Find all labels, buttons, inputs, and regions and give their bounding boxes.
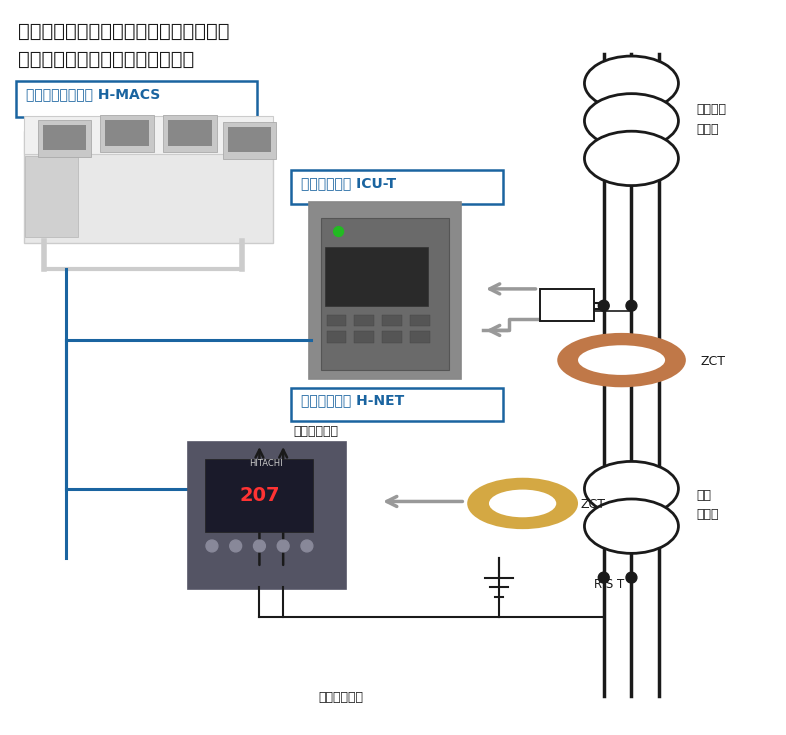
Circle shape (254, 540, 266, 552)
FancyBboxPatch shape (24, 131, 274, 243)
Text: R S T: R S T (594, 578, 624, 591)
FancyBboxPatch shape (410, 331, 430, 343)
FancyBboxPatch shape (205, 459, 313, 532)
FancyBboxPatch shape (354, 331, 374, 343)
Text: EVT: EVT (554, 294, 578, 306)
Ellipse shape (578, 345, 665, 375)
Text: 図：機器構成: 図：機器構成 (318, 692, 363, 704)
Ellipse shape (585, 499, 678, 553)
FancyBboxPatch shape (100, 115, 153, 152)
Circle shape (230, 540, 241, 552)
Circle shape (301, 540, 313, 552)
FancyBboxPatch shape (291, 388, 503, 421)
FancyBboxPatch shape (309, 202, 461, 379)
Circle shape (626, 301, 637, 311)
Text: 変圧器: 変圧器 (696, 509, 719, 521)
Ellipse shape (585, 56, 678, 110)
Text: ZCT: ZCT (700, 355, 725, 368)
Circle shape (626, 572, 637, 583)
Text: 低圧絶縁監視 H-NET: 低圧絶縁監視 H-NET (301, 394, 404, 408)
FancyBboxPatch shape (38, 120, 91, 157)
FancyBboxPatch shape (16, 82, 258, 117)
Text: 207: 207 (239, 486, 280, 505)
Ellipse shape (557, 333, 686, 387)
Text: 監視制御システム H-MACS: 監視制御システム H-MACS (26, 87, 160, 101)
Ellipse shape (467, 478, 578, 529)
Text: 計測ユニット: 計測ユニット (293, 426, 338, 438)
FancyBboxPatch shape (541, 289, 594, 320)
Text: 特別高圧: 特別高圧 (696, 103, 727, 116)
FancyBboxPatch shape (354, 315, 374, 326)
Circle shape (333, 226, 343, 237)
Text: 日立高圧・低圧絶縁監視システム導入で: 日立高圧・低圧絶縁監視システム導入で (18, 22, 230, 41)
FancyBboxPatch shape (382, 331, 402, 343)
Circle shape (277, 540, 289, 552)
FancyBboxPatch shape (410, 315, 430, 326)
Text: 高圧: 高圧 (696, 489, 712, 501)
FancyBboxPatch shape (321, 218, 450, 370)
Text: 変圧器: 変圧器 (696, 123, 719, 136)
FancyBboxPatch shape (168, 120, 212, 146)
FancyBboxPatch shape (188, 442, 346, 589)
FancyBboxPatch shape (25, 157, 79, 237)
FancyBboxPatch shape (228, 126, 271, 152)
FancyBboxPatch shape (327, 315, 347, 326)
FancyBboxPatch shape (24, 116, 274, 154)
FancyBboxPatch shape (291, 171, 503, 204)
Circle shape (206, 540, 218, 552)
FancyBboxPatch shape (325, 248, 428, 306)
FancyBboxPatch shape (222, 122, 276, 159)
Ellipse shape (585, 462, 678, 516)
Text: ZCT: ZCT (581, 498, 606, 512)
Ellipse shape (585, 132, 678, 185)
FancyBboxPatch shape (382, 315, 402, 326)
FancyBboxPatch shape (327, 331, 347, 343)
Text: 高圧絶縁監視 ICU-T: 高圧絶縁監視 ICU-T (301, 176, 396, 190)
Circle shape (598, 301, 609, 311)
FancyBboxPatch shape (105, 120, 149, 146)
Ellipse shape (489, 490, 556, 517)
FancyBboxPatch shape (42, 125, 86, 151)
Ellipse shape (585, 93, 678, 148)
FancyBboxPatch shape (163, 115, 217, 152)
Circle shape (598, 572, 609, 583)
Text: 保守業務の効率化、省力化に貢献: 保守業務の効率化、省力化に貢献 (18, 50, 194, 68)
Text: HITACHI: HITACHI (249, 459, 283, 468)
